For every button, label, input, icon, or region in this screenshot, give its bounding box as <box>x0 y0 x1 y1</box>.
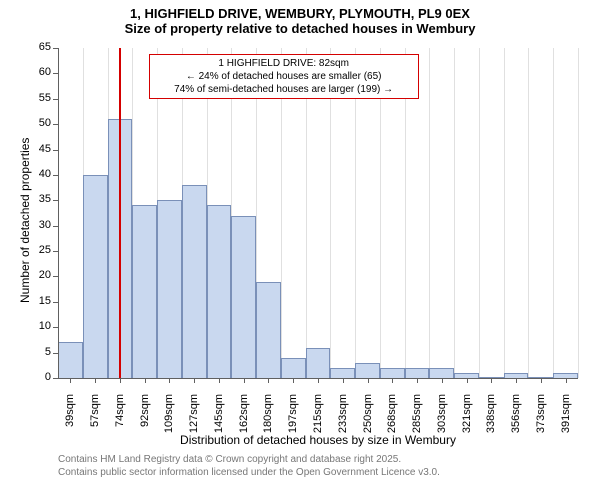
grid-line <box>479 48 480 378</box>
y-tick-label: 50 <box>26 117 51 129</box>
grid-line <box>528 48 529 378</box>
y-tick-label: 10 <box>26 320 51 332</box>
histogram-bar <box>429 368 454 378</box>
grid-line <box>578 48 579 378</box>
histogram-bar <box>207 205 232 378</box>
y-tick-label: 65 <box>26 41 51 53</box>
histogram-bar <box>355 363 380 378</box>
y-tick-label: 60 <box>26 66 51 78</box>
annotation-line: ← 24% of detached houses are smaller (65… <box>154 70 414 83</box>
chart-title-line2: Size of property relative to detached ho… <box>0 21 600 36</box>
histogram-bar <box>380 368 405 378</box>
y-tick-label: 0 <box>26 371 51 383</box>
histogram-bar <box>306 348 331 378</box>
histogram-bar <box>182 185 207 378</box>
y-axis-label: Number of detached properties <box>18 138 32 303</box>
plot-area: 0510152025303540455055606539sqm57sqm74sq… <box>58 48 578 378</box>
histogram-bar <box>83 175 108 378</box>
histogram-bar <box>58 342 83 378</box>
grid-line <box>454 48 455 378</box>
y-axis-line <box>58 48 59 378</box>
footer-line1: Contains HM Land Registry data © Crown c… <box>58 453 440 466</box>
x-axis-label: Distribution of detached houses by size … <box>58 433 578 447</box>
histogram-bar <box>231 216 256 378</box>
grid-line <box>504 48 505 378</box>
x-axis-line <box>58 378 578 379</box>
footer-attribution: Contains HM Land Registry data © Crown c… <box>58 453 440 479</box>
y-tick-label: 55 <box>26 92 51 104</box>
histogram-bar <box>132 205 157 378</box>
histogram-bar <box>157 200 182 378</box>
histogram-bar <box>256 282 281 378</box>
chart-title-line1: 1, HIGHFIELD DRIVE, WEMBURY, PLYMOUTH, P… <box>0 0 600 21</box>
histogram-bar <box>281 358 306 378</box>
grid-line <box>553 48 554 378</box>
y-tick-label: 5 <box>26 346 51 358</box>
reference-marker-line <box>119 48 121 378</box>
histogram-bar <box>405 368 430 378</box>
annotation-line: 74% of semi-detached houses are larger (… <box>154 83 414 96</box>
histogram-bar <box>330 368 355 378</box>
footer-line2: Contains public sector information licen… <box>58 466 440 479</box>
annotation-box: 1 HIGHFIELD DRIVE: 82sqm← 24% of detache… <box>149 54 419 99</box>
annotation-line: 1 HIGHFIELD DRIVE: 82sqm <box>154 57 414 70</box>
grid-line <box>429 48 430 378</box>
